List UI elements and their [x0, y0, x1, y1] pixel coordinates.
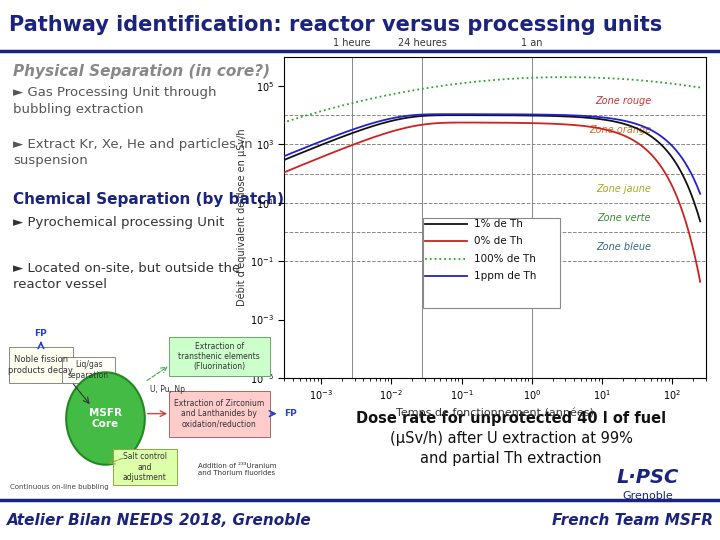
FancyBboxPatch shape	[168, 337, 270, 376]
Text: 1 an: 1 an	[521, 38, 542, 48]
FancyBboxPatch shape	[62, 356, 115, 383]
Text: Addition of ²³³Uranium
and Thorium fluorides: Addition of ²³³Uranium and Thorium fluor…	[198, 463, 276, 476]
FancyBboxPatch shape	[423, 218, 560, 308]
Text: ► Gas Processing Unit through
bubbling extraction: ► Gas Processing Unit through bubbling e…	[13, 86, 217, 116]
Text: 1ppm de Th: 1ppm de Th	[474, 272, 536, 281]
Text: (μSv/h) after U extraction at 99%: (μSv/h) after U extraction at 99%	[390, 431, 633, 446]
Text: Salt control
and
adjustment: Salt control and adjustment	[123, 452, 167, 482]
Text: Physical Separation (in core?): Physical Separation (in core?)	[13, 64, 270, 79]
Text: Zone orange: Zone orange	[589, 125, 651, 136]
Text: Pathway identification: reactor versus processing units: Pathway identification: reactor versus p…	[9, 15, 662, 36]
X-axis label: Temps de fonctionnement (années): Temps de fonctionnement (années)	[396, 408, 594, 418]
Text: Zone rouge: Zone rouge	[595, 96, 651, 106]
Text: Grenoble: Grenoble	[623, 491, 673, 501]
FancyBboxPatch shape	[9, 347, 73, 383]
Text: Dose rate for unprotected 40 l of fuel: Dose rate for unprotected 40 l of fuel	[356, 411, 666, 426]
Text: French Team MSFR: French Team MSFR	[552, 512, 713, 528]
Text: Atelier Bilan NEEDS 2018, Grenoble: Atelier Bilan NEEDS 2018, Grenoble	[7, 512, 312, 528]
Text: Liq/gas
separation: Liq/gas separation	[68, 360, 109, 380]
Text: 1 heure: 1 heure	[333, 38, 371, 48]
Text: L·PSC: L·PSC	[617, 468, 679, 488]
Text: Zone verte: Zone verte	[598, 213, 651, 223]
Text: Zone bleue: Zone bleue	[596, 242, 651, 252]
Text: FP: FP	[284, 409, 297, 418]
Text: 1% de Th: 1% de Th	[474, 219, 523, 228]
Text: Zone jaune: Zone jaune	[596, 184, 651, 194]
Text: 100% de Th: 100% de Th	[474, 254, 536, 264]
Ellipse shape	[66, 373, 145, 464]
Text: ► Pyrochemical processing Unit: ► Pyrochemical processing Unit	[13, 216, 225, 229]
Text: 0% de Th: 0% de Th	[474, 237, 523, 246]
Text: Extraction of Zirconium
and Lanthanides by
oxidation/reduction: Extraction of Zirconium and Lanthanides …	[174, 399, 264, 429]
Text: ► Located on-site, but outside the
reactor vessel: ► Located on-site, but outside the react…	[13, 262, 240, 292]
Y-axis label: Débit d'équivalent de dose en μSv/h: Débit d'équivalent de dose en μSv/h	[237, 129, 247, 306]
Text: and partial Th extraction: and partial Th extraction	[420, 451, 602, 466]
Text: Continuous on-line bubbling: Continuous on-line bubbling	[10, 483, 109, 490]
Text: Noble fission
products decay: Noble fission products decay	[9, 355, 73, 375]
Text: Extraction of
transthenic elements
(Fluorination): Extraction of transthenic elements (Fluo…	[179, 342, 260, 372]
Text: Chemical Separation (by batch): Chemical Separation (by batch)	[13, 192, 284, 207]
Text: ► Extract Kr, Xe, He and particles in
suspension: ► Extract Kr, Xe, He and particles in su…	[13, 138, 253, 167]
Text: U, Pu, Np: U, Pu, Np	[150, 385, 186, 394]
Text: MSFR
Core: MSFR Core	[89, 408, 122, 429]
Bar	[0, 0, 720, 51]
Text: FP: FP	[35, 329, 48, 338]
Text: 24 heures: 24 heures	[397, 38, 446, 48]
FancyBboxPatch shape	[112, 449, 177, 485]
FancyBboxPatch shape	[168, 390, 270, 437]
